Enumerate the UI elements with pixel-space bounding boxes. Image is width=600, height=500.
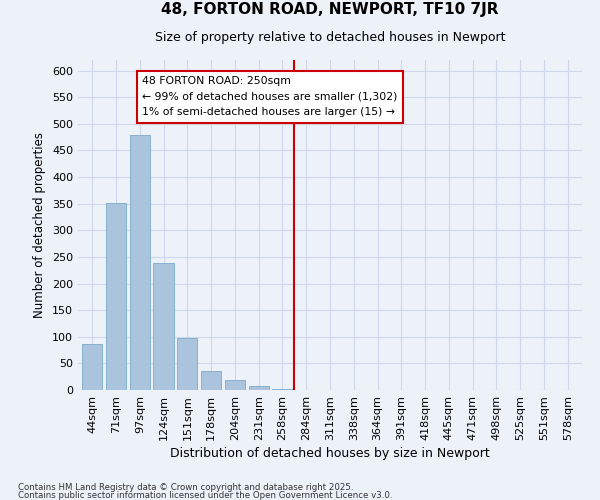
Y-axis label: Number of detached properties: Number of detached properties	[34, 132, 46, 318]
Bar	[201, 372, 221, 390]
Text: 48 FORTON ROAD: 250sqm
← 99% of detached houses are smaller (1,302)
1% of semi-d: 48 FORTON ROAD: 250sqm ← 99% of detached…	[142, 76, 398, 117]
X-axis label: Distribution of detached houses by size in Newport: Distribution of detached houses by size …	[170, 447, 490, 460]
Bar	[154, 264, 173, 390]
Text: Contains HM Land Registry data © Crown copyright and database right 2025.: Contains HM Land Registry data © Crown c…	[18, 483, 353, 492]
Bar	[225, 380, 245, 390]
Text: Contains public sector information licensed under the Open Government Licence v3: Contains public sector information licen…	[18, 490, 392, 500]
Bar	[177, 338, 197, 390]
Bar	[272, 389, 293, 390]
Bar	[130, 134, 150, 390]
Bar	[82, 344, 103, 390]
Text: 48, FORTON ROAD, NEWPORT, TF10 7JR: 48, FORTON ROAD, NEWPORT, TF10 7JR	[161, 2, 499, 17]
Bar	[248, 386, 269, 390]
Bar	[106, 202, 126, 390]
Text: Size of property relative to detached houses in Newport: Size of property relative to detached ho…	[155, 30, 505, 44]
